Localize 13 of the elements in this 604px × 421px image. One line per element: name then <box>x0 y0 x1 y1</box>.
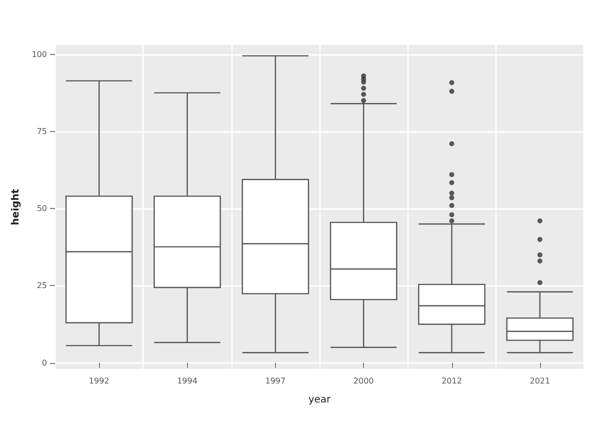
y-tick-label: 75 <box>36 126 47 136</box>
x-tick-label: 1994 <box>177 376 198 386</box>
y-tick-label: 100 <box>32 50 47 59</box>
x-tick-label: 1997 <box>265 376 286 386</box>
y-tick-label: 0 <box>42 358 47 368</box>
x-axis-title: year <box>308 394 332 406</box>
y-tick-label: 50 <box>36 204 47 214</box>
y-axis-title: height <box>10 188 22 226</box>
y-tick-label: 25 <box>36 281 47 290</box>
x-tick-label: 2000 <box>353 376 374 386</box>
x-tick-label: 2012 <box>442 376 462 386</box>
x-tick-label: 1992 <box>88 376 110 386</box>
x-tick-label: 2021 <box>530 376 550 386</box>
